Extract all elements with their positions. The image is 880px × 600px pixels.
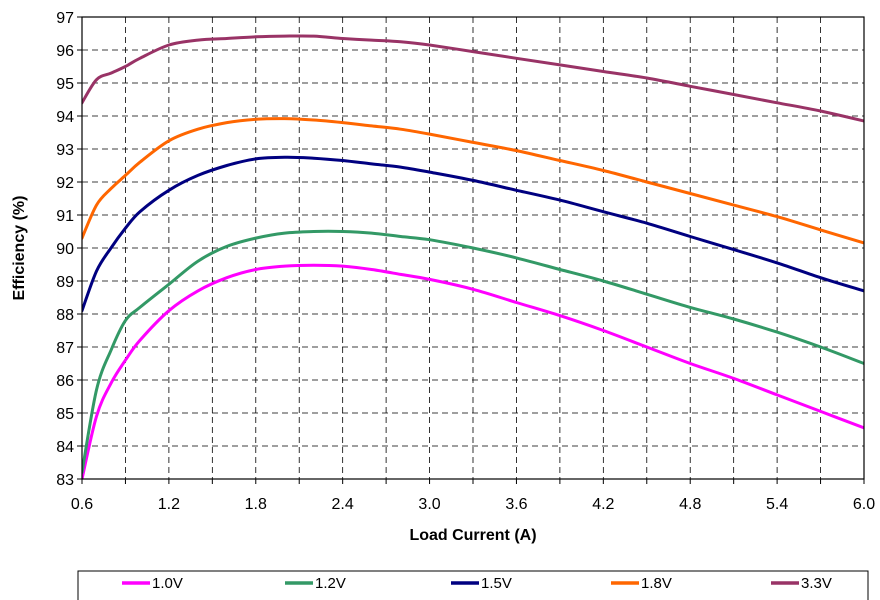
- x-tick-label: 0.6: [71, 496, 93, 513]
- legend-label: 1.5V: [481, 575, 512, 592]
- series-line-3.3V: [82, 34, 864, 123]
- y-tick-label: 84: [56, 439, 74, 456]
- legend-label: 1.0V: [152, 575, 183, 592]
- x-tick-label: 4.2: [592, 496, 614, 513]
- y-tick-label: 94: [56, 109, 74, 126]
- x-tick-label: 4.8: [679, 496, 701, 513]
- y-tick-label: 95: [56, 76, 74, 93]
- y-tick-label: 85: [56, 406, 74, 423]
- y-tick-label: 86: [56, 373, 74, 390]
- legend: 1.0V 1.2V 1.5V 1.8V 3.3V: [122, 575, 832, 592]
- x-axis-ticks: 0.6 1.2 1.8 2.4 3.0 3.6 4.2 4.8 5.4 6.0: [71, 479, 875, 513]
- x-tick-label: 5.4: [766, 496, 788, 513]
- x-tick-label: 3.6: [505, 496, 527, 513]
- legend-label: 1.2V: [315, 575, 346, 592]
- x-tick-label: 6.0: [853, 496, 875, 513]
- x-tick-label: 1.2: [158, 496, 180, 513]
- x-axis-title: Load Current (A): [409, 527, 536, 544]
- y-tick-label: 89: [56, 274, 74, 291]
- y-tick-label: 83: [56, 472, 74, 489]
- legend-label: 3.3V: [801, 575, 832, 592]
- y-tick-label: 93: [56, 142, 74, 159]
- legend-label: 1.8V: [641, 575, 672, 592]
- series-line-1.0V: [82, 263, 864, 479]
- x-tick-label: 3.0: [418, 496, 440, 513]
- series-line-1.5V: [82, 155, 864, 313]
- series-line-1.2V: [82, 229, 864, 474]
- series-line-1.8V: [82, 117, 864, 245]
- y-axis-title: Efficiency (%): [11, 196, 28, 301]
- y-tick-label: 96: [56, 43, 74, 60]
- y-tick-label: 87: [56, 340, 74, 357]
- y-tick-label: 88: [56, 307, 74, 324]
- x-tick-label: 1.8: [245, 496, 267, 513]
- y-tick-label: 97: [56, 10, 74, 27]
- y-tick-label: 92: [56, 175, 74, 192]
- x-tick-label: 2.4: [332, 496, 354, 513]
- legend-box: [77, 570, 869, 600]
- y-axis-ticks: 83 84 85 86 87 88 89 90 91 92 93 94 95 96 97: [56, 10, 82, 489]
- series-lines: [82, 34, 864, 479]
- y-tick-label: 91: [56, 208, 74, 225]
- y-tick-label: 90: [56, 241, 74, 258]
